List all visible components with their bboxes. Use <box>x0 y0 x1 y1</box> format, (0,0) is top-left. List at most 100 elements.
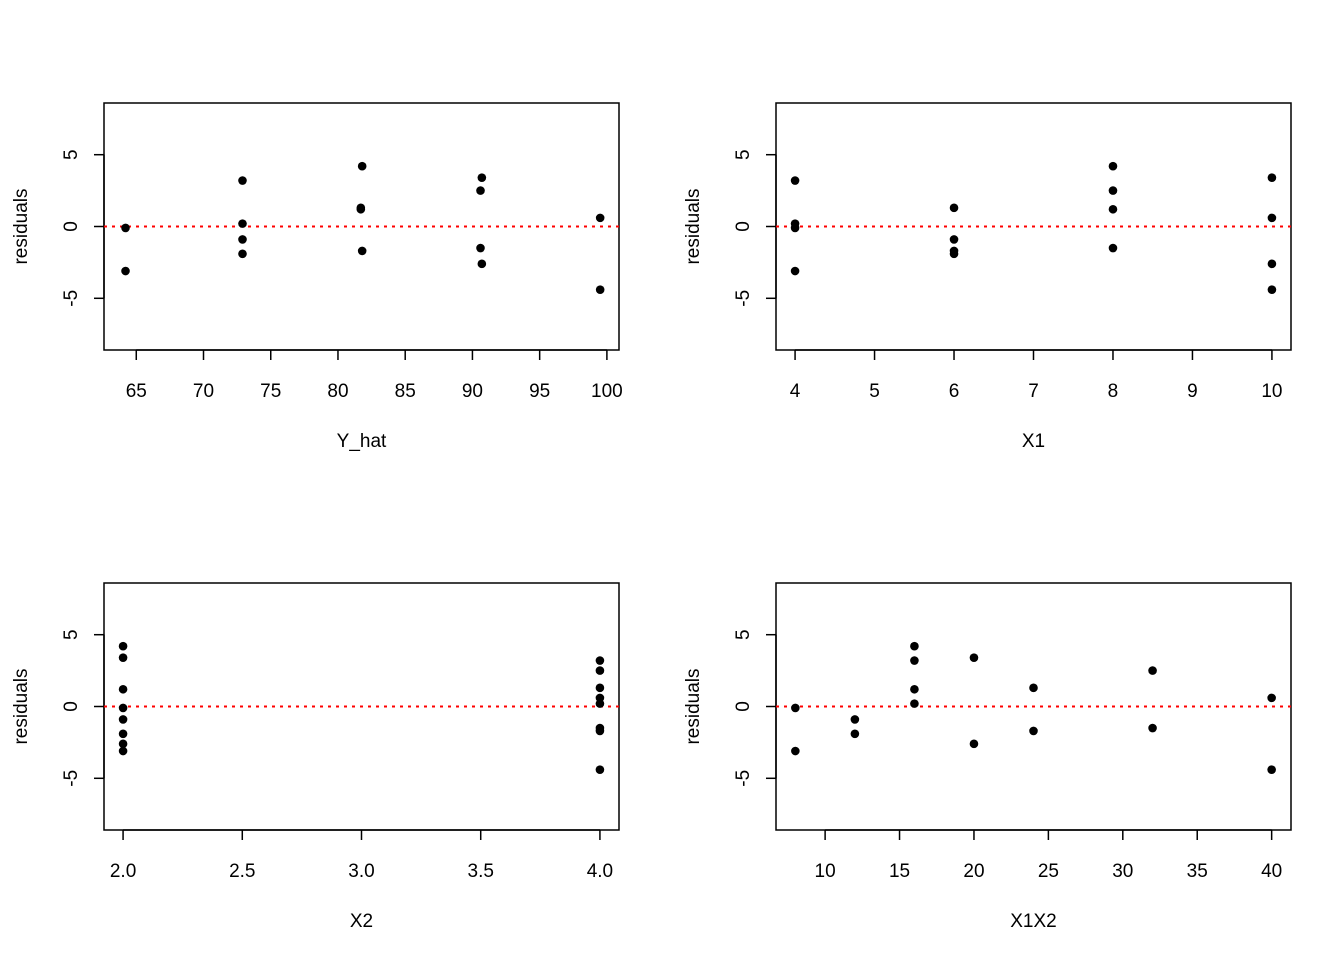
x-tick-label: 3.5 <box>468 861 494 882</box>
data-point <box>476 186 485 195</box>
scatter-panel-3: 2.0 2.5 3.0 3.5 4.0 -5 0 5 X2 residuals <box>11 582 620 932</box>
data-point <box>949 249 959 259</box>
data-point <box>850 729 860 739</box>
data-point <box>356 204 366 214</box>
x-tick-label: 3.0 <box>348 861 374 882</box>
x-axis: 2.0 2.5 3.0 3.5 4.0 <box>110 829 613 882</box>
data-point <box>1148 666 1157 675</box>
y-tick-label: 5 <box>733 149 754 160</box>
data-point <box>1108 243 1118 253</box>
x-tick-label: 35 <box>1187 861 1208 882</box>
data-point <box>850 715 860 724</box>
x-tick-label: 10 <box>1261 381 1282 402</box>
data-point <box>1148 723 1157 733</box>
data-point <box>910 699 919 708</box>
y-axis: -5 0 5 <box>733 629 777 787</box>
data-point <box>790 223 800 233</box>
data-point <box>595 765 605 774</box>
data-point <box>1267 765 1276 774</box>
y-axis: -5 0 5 <box>733 149 777 307</box>
y-axis-label: residuals <box>11 188 32 264</box>
scatter-panel-1: 65 70 75 80 85 90 95 100 -5 0 5 Y_hat residuals <box>11 102 623 452</box>
y-tick-label: 0 <box>61 701 82 712</box>
data-point <box>1029 726 1038 736</box>
x-tick-label: 7 <box>1028 381 1039 402</box>
data-point <box>595 285 605 294</box>
data-point <box>1267 213 1277 223</box>
x-tick-label: 40 <box>1261 861 1282 882</box>
data-point <box>477 259 487 269</box>
x-tick-label: 5 <box>869 381 880 402</box>
x-tick-label: 30 <box>1112 861 1133 882</box>
x-axis: 10 15 20 25 30 35 40 <box>815 829 1282 882</box>
x-tick-label: 70 <box>193 381 214 402</box>
y-tick-label: 5 <box>733 629 754 640</box>
y-tick-label: -5 <box>61 290 82 307</box>
data-point <box>477 173 487 182</box>
data-point <box>910 684 919 694</box>
data-point <box>238 249 247 259</box>
x-tick-label: 8 <box>1108 381 1119 402</box>
y-tick-label: -5 <box>61 770 82 787</box>
x-tick-label: 20 <box>963 861 984 882</box>
x-tick-label: 95 <box>529 381 550 402</box>
data-point <box>118 739 128 749</box>
x-tick-label: 2.5 <box>229 861 255 882</box>
y-tick-label: -5 <box>733 770 754 787</box>
x-tick-label: 9 <box>1187 381 1198 402</box>
data-point <box>1267 285 1277 294</box>
y-tick-label: -5 <box>733 290 754 307</box>
y-tick-label: 0 <box>733 701 754 712</box>
data-point <box>1108 204 1118 214</box>
y-tick-label: 0 <box>733 221 754 232</box>
y-axis-label: residuals <box>683 188 704 264</box>
data-point <box>595 656 605 665</box>
data-point <box>357 246 367 256</box>
data-point <box>1029 683 1038 693</box>
data-point <box>1108 186 1118 195</box>
data-point <box>118 746 128 756</box>
x-tick-label: 6 <box>949 381 960 402</box>
data-point <box>118 684 128 694</box>
data-point <box>238 219 247 228</box>
x-tick-label: 90 <box>462 381 483 402</box>
x-tick-label: 15 <box>889 861 910 882</box>
x-tick-label: 4 <box>790 381 801 402</box>
y-tick-label: 0 <box>61 221 82 232</box>
x-tick-label: 4.0 <box>587 861 613 882</box>
scatter-panel-2: 4 5 6 7 8 9 10 -5 0 5 X1 residuals <box>683 102 1292 452</box>
x-tick-label: 25 <box>1038 861 1059 882</box>
data-point <box>118 703 128 713</box>
data-point <box>238 235 247 244</box>
x-axis-label: X1X2 <box>1010 911 1056 932</box>
data-point <box>595 726 605 736</box>
x-axis: 65 70 75 80 85 90 95 100 <box>126 349 623 402</box>
y-axis-label: residuals <box>683 668 704 744</box>
x-tick-label: 80 <box>327 381 348 402</box>
data-point <box>969 653 979 662</box>
x-tick-label: 75 <box>260 381 281 402</box>
data-point <box>121 223 130 233</box>
data-point <box>118 641 128 651</box>
data-point <box>969 739 979 749</box>
data-point <box>791 746 800 756</box>
data-point <box>910 641 919 651</box>
data-point <box>595 666 605 675</box>
data-point <box>910 656 919 665</box>
data-point <box>1267 693 1276 703</box>
data-point <box>1108 161 1118 171</box>
x-axis-label: X2 <box>350 911 373 932</box>
x-axis: 4 5 6 7 8 9 10 <box>790 349 1282 402</box>
data-point <box>595 699 605 708</box>
data-point <box>118 715 128 724</box>
data-point <box>791 703 800 713</box>
x-tick-label: 65 <box>126 381 147 402</box>
scatter-panel-4: 10 15 20 25 30 35 40 -5 0 5 X1X2 residuals <box>683 582 1292 932</box>
x-tick-label: 10 <box>815 861 836 882</box>
data-point <box>1267 173 1277 182</box>
x-tick-label: 2.0 <box>110 861 136 882</box>
data-point <box>949 203 959 213</box>
data-point <box>595 683 605 693</box>
y-axis: -5 0 5 <box>61 149 105 307</box>
